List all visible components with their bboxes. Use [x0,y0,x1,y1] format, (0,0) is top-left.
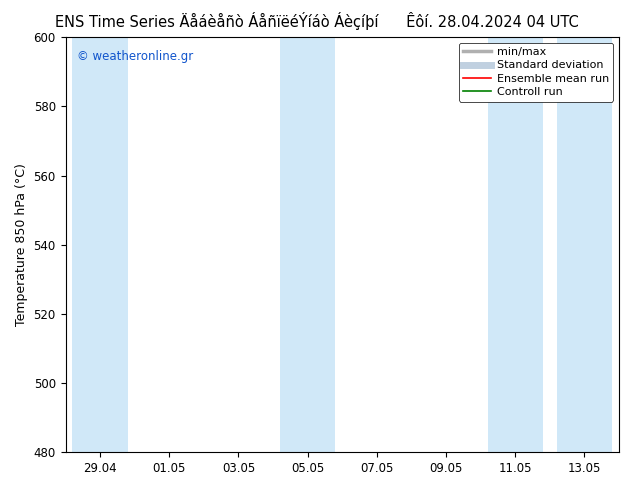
Y-axis label: Temperature 850 hPa (°C): Temperature 850 hPa (°C) [15,163,28,326]
Bar [488,37,543,452]
Bar [280,37,335,452]
Bar [72,37,128,452]
Bar [557,37,612,452]
Text: © weatheronline.gr: © weatheronline.gr [77,49,193,63]
Legend: min/max, Standard deviation, Ensemble mean run, Controll run: min/max, Standard deviation, Ensemble me… [459,43,614,101]
Text: ENS Time Series Äåáèåñò ÁåñïëéÝíáò Áèçíþí      Êôí. 28.04.2024 04 UTC: ENS Time Series Äåáèåñò ÁåñïëéÝíáò Áèçíþ… [55,12,579,30]
